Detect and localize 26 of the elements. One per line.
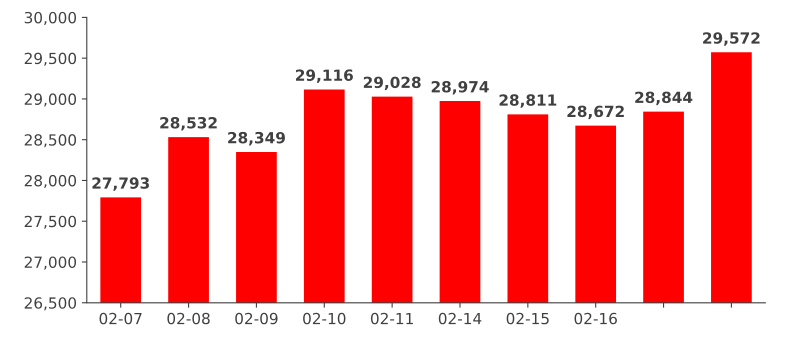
y-tick-label: 29,000 <box>24 93 76 107</box>
x-tick-label: 02-10 <box>303 312 346 324</box>
x-tick-label: 02-09 <box>235 312 278 324</box>
x-tick-label: 02-08 <box>167 312 210 324</box>
y-tick-label: 28,500 <box>24 134 76 148</box>
y-tick-label: 29,500 <box>24 52 76 66</box>
x-tick-label: 02-15 <box>506 312 549 324</box>
y-tick-label: 30,000 <box>24 12 76 25</box>
y-tick-label: 27,500 <box>24 216 76 229</box>
data-label: 29,572 <box>703 32 760 46</box>
x-tick-label: 02-11 <box>370 312 413 324</box>
y-tick-label: 28,000 <box>24 174 76 188</box>
data-label: 28,672 <box>567 106 624 120</box>
data-label: 29,028 <box>364 76 421 90</box>
x-tick-label: 02-16 <box>574 312 617 324</box>
x-tick-label: 02-07 <box>100 312 142 324</box>
x-tick-label: 02-14 <box>438 312 482 324</box>
data-label: 28,811 <box>500 94 556 108</box>
data-label: 29,116 <box>296 69 353 83</box>
data-label: 28,844 <box>635 92 692 106</box>
data-label: 28,974 <box>432 80 489 94</box>
data-label: 28,349 <box>228 132 285 146</box>
y-tick-label: 26,500 <box>24 297 76 310</box>
y-tick-label: 27,000 <box>24 256 76 270</box>
data-label: 27,793 <box>92 177 149 191</box>
data-label: 28,532 <box>160 117 217 131</box>
